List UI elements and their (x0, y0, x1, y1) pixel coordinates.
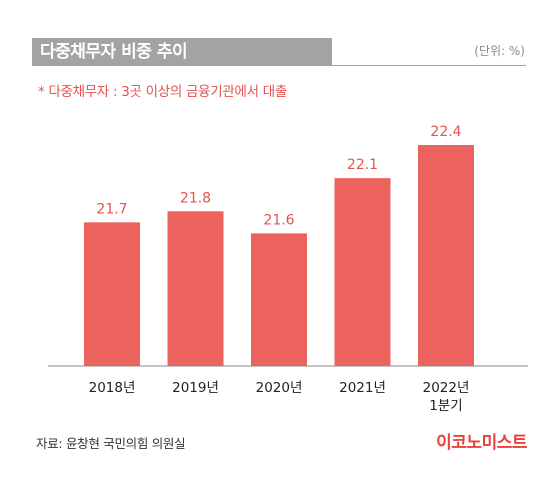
bar-value-label-2: 21.6 (263, 212, 294, 228)
source-credit: 자료: 윤창현 국민의힘 의원실 (36, 436, 186, 451)
bar-1 (167, 211, 224, 366)
x-tick-label-0: 2018년 (89, 380, 136, 396)
chart-title: 다중채무자 비중 추이 (40, 42, 188, 62)
bar-value-label-1: 21.8 (180, 190, 211, 206)
brand-logo: 이코노미스트 (436, 433, 527, 453)
bar-value-label-0: 21.7 (96, 201, 127, 217)
bar-4 (418, 145, 474, 366)
unit-label: (단위: %) (474, 44, 525, 58)
footnote-definition: * 다중채무자 : 3곳 이상의 금융기관에서 대출 (38, 84, 287, 100)
title-underline (332, 65, 526, 66)
x-tick-label-1: 2019년 (172, 380, 219, 396)
bars-group (84, 145, 474, 366)
bar-value-label-4: 22.4 (430, 124, 461, 140)
x-tick-label-3: 2021년 (339, 380, 386, 396)
bar-3 (334, 178, 391, 366)
x-tick-label-2: 2020년 (256, 380, 303, 396)
bar-value-label-3: 22.1 (347, 157, 378, 173)
title-bar (32, 38, 332, 66)
bar-2 (251, 233, 307, 366)
bar-0 (84, 222, 140, 366)
labels-group: 21.7 2018년 21.8 2019년 21.6 2020년 22.1 2021년 22.4… (89, 124, 470, 414)
x-tick-label-4: 2022년 1분기 (423, 380, 470, 414)
